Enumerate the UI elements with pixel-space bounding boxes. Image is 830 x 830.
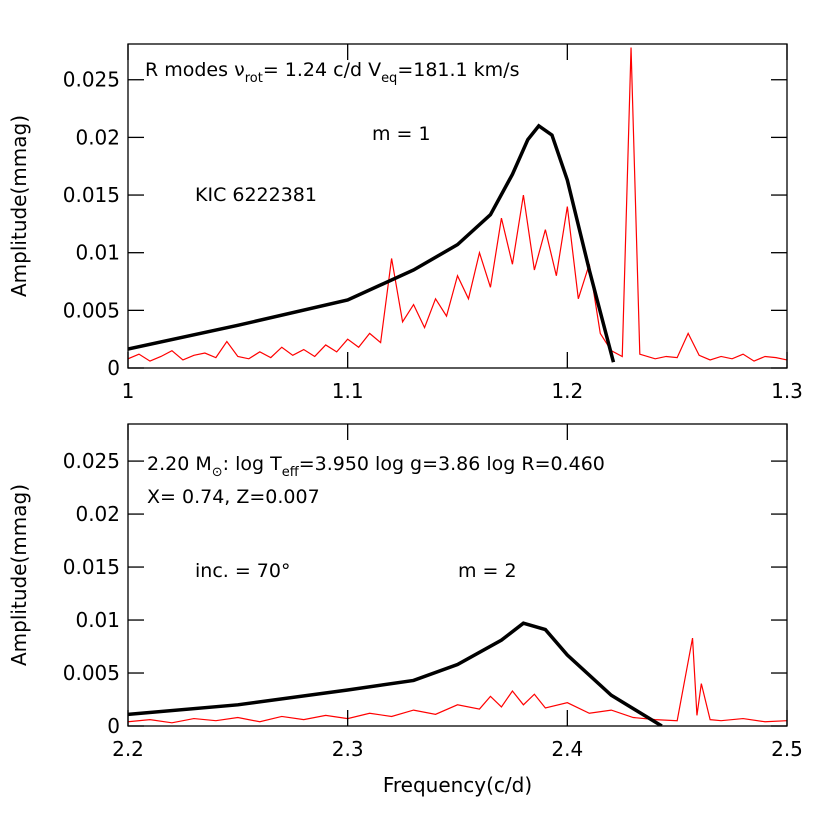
subscript: ⊙ (212, 465, 223, 480)
series-label: KIC 6222381 (195, 184, 317, 206)
subscript: rot (245, 71, 263, 86)
panel: KIC 6222381 0 0.005 0.01 0.015 0.02 0.025 1 1.1 1… (7, 43, 803, 403)
series-line (128, 637, 787, 724)
subscript: eff (282, 465, 300, 480)
x-tick-label: 1 (122, 379, 135, 403)
subscript: eq (381, 71, 397, 86)
y-tick-label: 0.02 (75, 502, 120, 526)
annotation: X= 0.74, Z=0.007 (147, 486, 320, 508)
annotation-text: 2.20 M (147, 453, 212, 475)
y-tick-label: 0 (107, 714, 120, 738)
y-tick-label: 0.005 (63, 661, 120, 685)
annotation-text: X= 0.74, Z=0.007 (147, 486, 320, 508)
y-tick-label: 0.015 (63, 183, 120, 207)
y-tick-label: 0.01 (75, 241, 120, 265)
plot-frame (127, 423, 788, 727)
annotation-text: =3.950 log g=3.86 log R=0.460 (299, 453, 605, 475)
x-tick-label: 1.3 (771, 379, 803, 403)
y-tick-label: 0.01 (75, 608, 120, 632)
y-tick-label: 0.005 (63, 298, 120, 322)
x-tick-label: 2.2 (112, 737, 144, 761)
x-tick-label: 2.3 (332, 737, 364, 761)
annotation: m = 1 (372, 123, 431, 145)
y-tick-label: 0.025 (63, 449, 120, 473)
y-tick-label: 0.015 (63, 555, 120, 579)
y-tick-label: 0.02 (75, 125, 120, 149)
annotation: 2.20 M⊙: log Teff=3.950 log g=3.86 log R… (147, 453, 605, 480)
y-tick-label: 0.025 (63, 68, 120, 92)
annotation: m = 2 (458, 560, 517, 582)
y-tick-label: 0 (107, 356, 120, 380)
series-line (128, 621, 663, 726)
annotation-text: =181.1 km/s (397, 59, 519, 81)
y-axis-label: Amplitude(mmag) (7, 115, 31, 297)
y-axis-label: Amplitude(mmag) (7, 484, 31, 666)
annotation-text: m = 2 (458, 560, 517, 582)
series-line (128, 47, 787, 362)
x-tick-label: 2.4 (551, 737, 583, 761)
annotation-text: R modes ν (145, 59, 245, 81)
x-tick-label: 2.5 (771, 737, 803, 761)
x-tick-label: 1.2 (551, 379, 583, 403)
series-line (128, 123, 616, 363)
plot-frame (127, 43, 788, 369)
annotation-text: m = 1 (372, 123, 431, 145)
annotation: R modes νrot= 1.24 c/d Veq=181.1 km/s (145, 59, 519, 86)
annotation-text: : log T (223, 453, 282, 475)
annotation-text: = 1.24 c/d V (263, 59, 381, 81)
x-axis-label: Frequency(c/d) (383, 773, 532, 797)
annotation-text: inc. = 70° (195, 560, 290, 582)
annotation: inc. = 70° (195, 560, 290, 582)
panel: 0 0.005 0.01 0.015 0.02 0.025 2.2 2.3 2.4 2.5 Ampl… (7, 423, 803, 797)
x-tick-label: 1.1 (332, 379, 364, 403)
